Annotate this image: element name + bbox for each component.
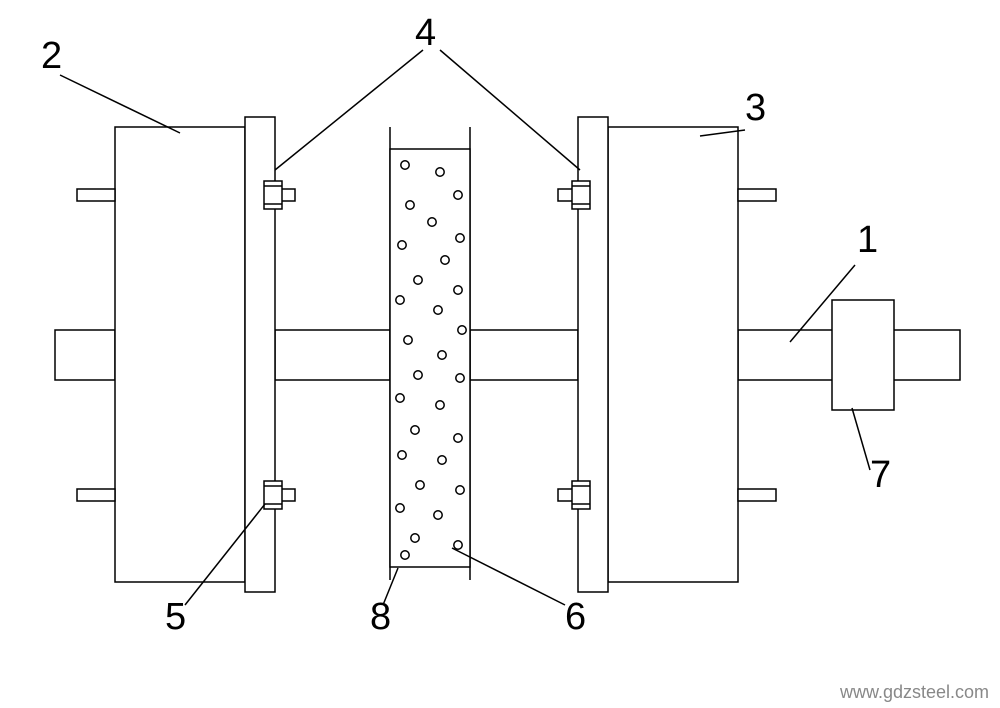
leader-line: [852, 408, 870, 470]
bolt-stud: [77, 189, 115, 201]
bolt-nut: [572, 181, 590, 209]
leader-line: [60, 75, 180, 133]
leader-line: [452, 548, 565, 605]
label-8: 8: [370, 596, 391, 638]
label-1: 1: [857, 219, 878, 261]
label-4: 4: [415, 12, 436, 54]
label-5: 5: [165, 596, 186, 638]
label-7: 7: [870, 454, 891, 496]
diagram-svg: 1 2 3 4 5 6 7 8 www.gdzsteel.com: [0, 0, 1000, 708]
bolt-stud: [77, 489, 115, 501]
watermark: www.gdzsteel.com: [839, 682, 989, 702]
bolt-nut: [264, 181, 282, 209]
bolt-stud: [738, 489, 776, 501]
bolt-nut: [572, 481, 590, 509]
bolt-stud: [738, 189, 776, 201]
collar: [832, 300, 894, 410]
shaft-left-stub: [55, 330, 115, 380]
bolt-nut: [264, 481, 282, 509]
right-wheel: [608, 127, 738, 582]
label-2: 2: [41, 35, 62, 77]
left-wheel: [115, 127, 245, 582]
label-3: 3: [745, 87, 766, 129]
shaft-seg-a: [275, 330, 390, 380]
shaft-seg-b: [470, 330, 578, 380]
label-6: 6: [565, 596, 586, 638]
